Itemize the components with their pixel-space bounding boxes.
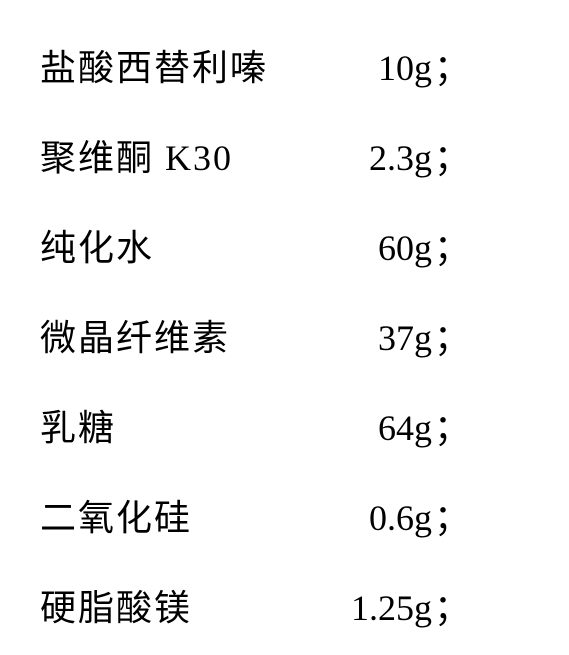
separator: ；	[434, 309, 470, 361]
value-container: 10g ；	[290, 39, 470, 91]
separator: ；	[434, 399, 470, 451]
value-container: 37g ；	[290, 309, 470, 361]
value-container: 64g ；	[290, 399, 470, 451]
ingredient-value: 2.3g	[369, 137, 432, 179]
ingredient-value: 60g	[378, 227, 432, 269]
ingredient-label: 纯化水	[40, 219, 290, 271]
ingredient-row: 二氧化硅 0.6g ；	[40, 470, 529, 560]
ingredient-row: 纯化水 60g ；	[40, 200, 529, 290]
ingredient-row: 硬脂酸镁 1.25g ；	[40, 560, 529, 650]
separator: ；	[434, 219, 470, 271]
ingredient-label: 二氧化硅	[40, 489, 290, 541]
separator: ；	[434, 129, 470, 181]
value-container: 2.3g ；	[290, 129, 470, 181]
ingredient-list: 盐酸西替利嗪 10g ； 聚维酮 K30 2.3g ； 纯化水 60g ； 微晶…	[40, 20, 529, 650]
ingredient-row: 盐酸西替利嗪 10g ；	[40, 20, 529, 110]
value-container: 1.25g ；	[290, 579, 470, 631]
ingredient-row: 乳糖 64g ；	[40, 380, 529, 470]
ingredient-value: 64g	[378, 407, 432, 449]
ingredient-row: 聚维酮 K30 2.3g ；	[40, 110, 529, 200]
ingredient-label: 乳糖	[40, 399, 290, 451]
ingredient-label: 盐酸西替利嗪	[40, 39, 290, 91]
ingredient-value: 10g	[378, 47, 432, 89]
separator: ；	[434, 489, 470, 541]
ingredient-label: 聚维酮 K30	[40, 129, 290, 181]
value-container: 60g ；	[290, 219, 470, 271]
ingredient-value: 1.25g	[351, 587, 432, 629]
separator: ；	[434, 579, 470, 631]
ingredient-label: 硬脂酸镁	[40, 579, 290, 631]
ingredient-row: 微晶纤维素 37g ；	[40, 290, 529, 380]
ingredient-value: 0.6g	[369, 497, 432, 539]
ingredient-value: 37g	[378, 317, 432, 359]
ingredient-label: 微晶纤维素	[40, 309, 290, 361]
separator: ；	[434, 39, 470, 91]
value-container: 0.6g ；	[290, 489, 470, 541]
